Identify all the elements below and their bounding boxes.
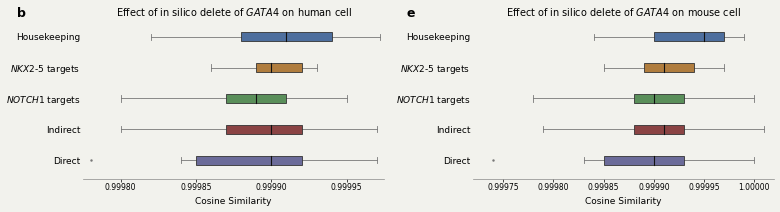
Bar: [226, 125, 302, 134]
Bar: [644, 63, 694, 72]
Bar: [634, 125, 684, 134]
Bar: [241, 32, 332, 41]
X-axis label: Cosine Similarity: Cosine Similarity: [586, 197, 662, 206]
Text: b: b: [16, 7, 26, 20]
Bar: [196, 156, 302, 165]
Bar: [257, 63, 302, 72]
Bar: [604, 156, 684, 165]
Bar: [634, 94, 684, 103]
Bar: [654, 32, 724, 41]
Text: e: e: [406, 7, 415, 20]
Title: Effect of in silico delete of $\it{GATA4}$ on human cell: Effect of in silico delete of $\it{GATA4…: [115, 6, 352, 18]
Bar: [226, 94, 286, 103]
Title: Effect of in silico delete of $\it{GATA4}$ on mouse cell: Effect of in silico delete of $\it{GATA4…: [506, 6, 741, 18]
X-axis label: Cosine Similarity: Cosine Similarity: [196, 197, 272, 206]
